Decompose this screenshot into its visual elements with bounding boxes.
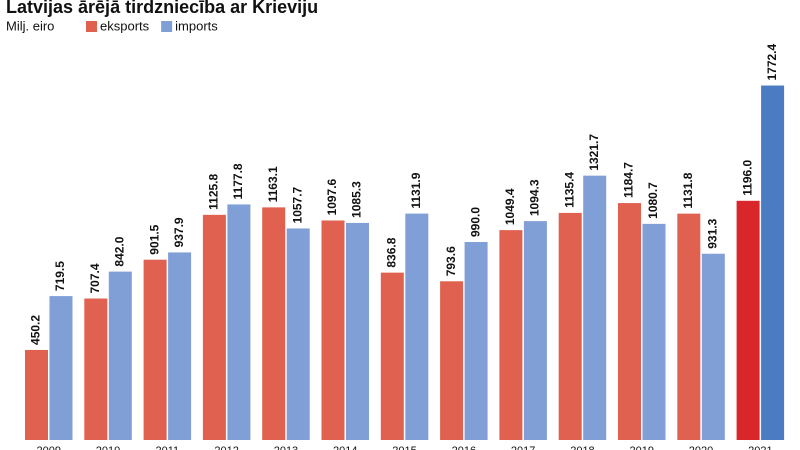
x-tick-label: 2012 — [214, 445, 238, 450]
value-label: 990.0 — [468, 207, 482, 237]
bar — [108, 271, 132, 440]
bar — [558, 212, 582, 440]
bar — [499, 230, 523, 440]
x-tick-label: 2019 — [630, 445, 654, 450]
bar — [286, 228, 310, 440]
value-label: 1080.7 — [646, 182, 660, 219]
bar — [49, 296, 73, 440]
value-label: 1163.1 — [266, 166, 280, 202]
bar — [262, 207, 286, 440]
bar — [583, 175, 607, 440]
legend-label: imports — [175, 18, 218, 33]
value-label: 901.5 — [147, 224, 161, 254]
bar — [168, 252, 192, 440]
bar — [321, 220, 345, 440]
bar — [618, 203, 641, 440]
x-tick-label: 2009 — [37, 445, 61, 450]
value-label: 1057.7 — [290, 186, 304, 223]
bar — [761, 85, 785, 441]
value-label: 1131.9 — [409, 172, 423, 208]
value-label: 842.0 — [112, 236, 126, 266]
x-tick-label: 2010 — [96, 445, 120, 450]
bar — [464, 242, 488, 440]
bar — [701, 253, 725, 440]
x-tick-label: 2021 — [748, 445, 772, 450]
bar — [346, 222, 369, 440]
value-label: 707.4 — [88, 263, 102, 293]
x-tick-label: 2013 — [274, 445, 298, 450]
bar — [405, 213, 429, 440]
bar — [523, 221, 547, 440]
value-label: 1772.4 — [765, 43, 779, 80]
value-label: 1135.4 — [562, 172, 576, 208]
value-label: 1196.0 — [740, 159, 754, 195]
x-tick-label: 2016 — [452, 445, 476, 450]
bar — [642, 223, 666, 440]
x-tick-label: 2014 — [333, 445, 357, 450]
value-label: 1097.6 — [325, 178, 339, 215]
value-label: 1094.3 — [528, 179, 542, 216]
value-label: 1085.3 — [350, 181, 364, 218]
bar — [227, 204, 251, 440]
bar — [380, 272, 404, 440]
x-tick-label: 2011 — [156, 445, 180, 450]
chart-subtitle: Milj. eiro — [6, 18, 54, 33]
value-label: 1125.8 — [207, 173, 221, 209]
value-label: 1184.7 — [622, 162, 636, 198]
x-tick-label: 2020 — [689, 445, 713, 450]
x-tick-label: 2018 — [570, 445, 594, 450]
bar — [677, 213, 701, 440]
chart-title: Latvijas ārējā tirdzniecība ar Krieviju — [6, 0, 318, 17]
value-label: 793.6 — [444, 246, 458, 276]
bar — [143, 259, 167, 440]
value-label: 719.5 — [53, 261, 67, 291]
bar — [736, 200, 760, 440]
value-label: 937.9 — [172, 217, 186, 247]
value-label: 931.3 — [705, 218, 719, 248]
value-label: 1049.4 — [503, 188, 517, 225]
x-tick-label: 2017 — [511, 445, 535, 450]
legend-label: eksports — [100, 18, 150, 33]
value-label: 450.2 — [29, 315, 43, 345]
x-tick-label: 2015 — [392, 445, 416, 450]
bar — [440, 281, 464, 440]
value-label: 1131.8 — [681, 172, 695, 208]
value-label: 1177.8 — [231, 163, 245, 199]
legend-swatch — [86, 21, 97, 32]
bar — [84, 298, 108, 440]
legend-swatch — [161, 21, 173, 32]
value-label: 836.8 — [384, 237, 398, 267]
bar — [25, 349, 48, 440]
value-label: 1321.7 — [587, 134, 601, 171]
bar — [202, 214, 226, 440]
